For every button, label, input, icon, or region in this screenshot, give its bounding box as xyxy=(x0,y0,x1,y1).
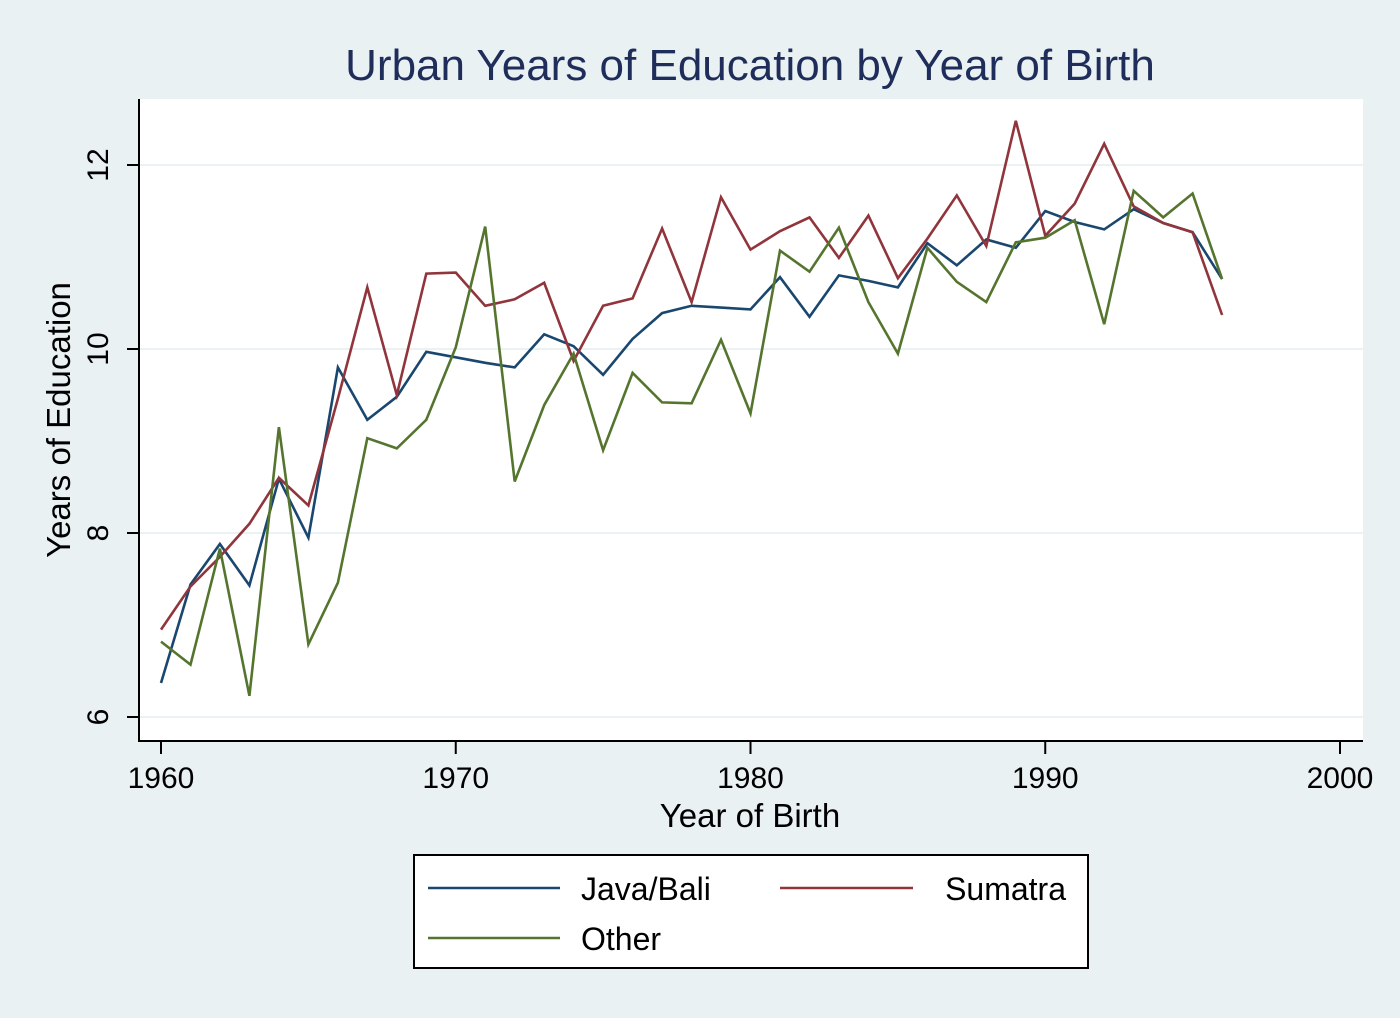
plot-area xyxy=(139,99,1363,742)
x-tick-label: 1960 xyxy=(128,762,195,795)
legend-label-sumatra: Sumatra xyxy=(945,871,1066,907)
x-tick-label: 1970 xyxy=(422,762,489,795)
y-tick-label: 8 xyxy=(82,525,115,542)
x-tick-label: 2000 xyxy=(1307,762,1374,795)
legend: Java/Bali Sumatra Other xyxy=(413,854,1089,969)
series-line-java-bali xyxy=(159,207,1224,684)
x-tick-label: 1980 xyxy=(717,762,784,795)
grid xyxy=(139,164,1363,718)
y-tick-label: 10 xyxy=(82,332,115,365)
axes: 6 8 10 12 1960 1970 1980 1990 2000 xyxy=(82,99,1373,795)
y-axis-label: Years of Education xyxy=(40,282,77,558)
y-tick-label: 6 xyxy=(82,709,115,726)
legend-label-other: Other xyxy=(581,921,661,957)
legend-box xyxy=(413,854,1089,969)
chart-title: Urban Years of Education by Year of Birt… xyxy=(345,41,1155,90)
legend-label-java-bali: Java/Bali xyxy=(581,871,711,907)
series-line-other xyxy=(160,188,1224,697)
x-axis-label: Year of Birth xyxy=(660,797,840,834)
y-tick-label: 12 xyxy=(82,148,115,181)
series-lines xyxy=(159,120,1224,697)
x-tick-label: 1990 xyxy=(1012,762,1079,795)
series-line-sumatra xyxy=(159,120,1224,631)
